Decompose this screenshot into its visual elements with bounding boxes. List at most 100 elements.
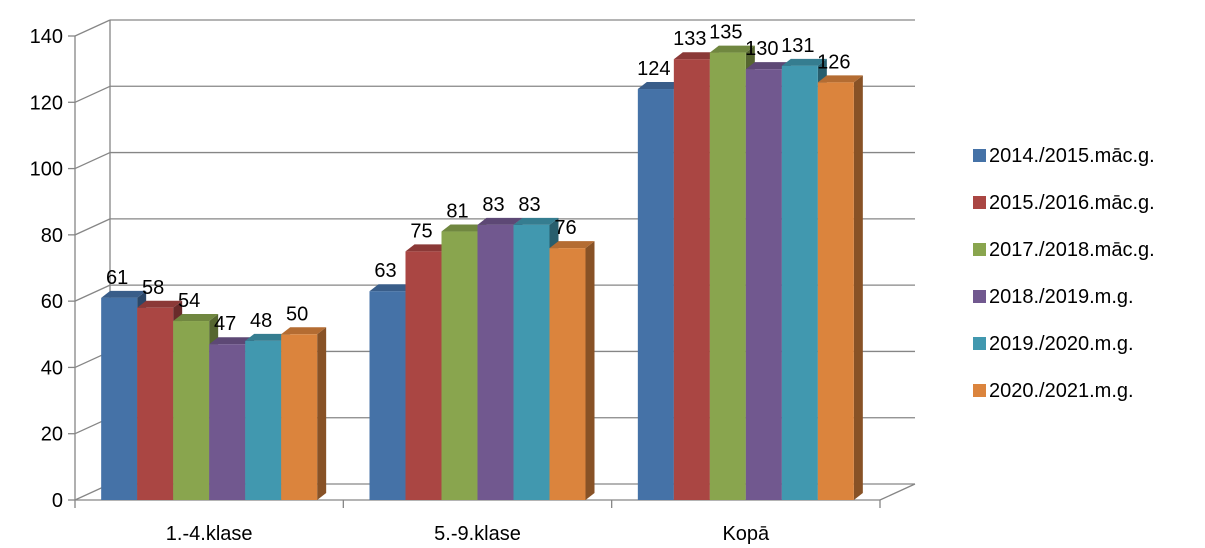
axes: 0 20 40 60 80 100 120 140 1.-4.klase 5.-9.klase Ko… (30, 26, 881, 545)
y-tick-label: 0 (52, 490, 63, 512)
legend-swatch (973, 149, 986, 162)
bar-top (281, 327, 327, 335)
bar-top (441, 224, 487, 232)
legend-swatch (973, 290, 986, 303)
x-category-label: 1.-4.klase (166, 523, 253, 545)
legend-label: 2015./2016.māc.g. (989, 192, 1155, 214)
data-label: 54 (178, 290, 200, 312)
bar-top (549, 241, 595, 249)
legend-swatch (973, 196, 986, 209)
bar-front (245, 340, 282, 500)
data-label: 58 (142, 277, 164, 299)
bar-top (245, 333, 291, 341)
bar-top (513, 217, 559, 225)
data-label: 63 (374, 260, 396, 282)
data-label: 83 (482, 194, 504, 216)
data-label: 83 (518, 194, 540, 216)
legend-item: 2019./2020.m.g. (973, 333, 1134, 355)
x-category-label: 5.-9.klase (434, 523, 521, 545)
bar-front (709, 52, 746, 500)
bar (281, 327, 327, 500)
bar-front (137, 307, 174, 500)
bar-front (637, 89, 674, 501)
bar-front (405, 251, 442, 500)
y-tick-label: 80 (41, 225, 63, 247)
bar-top (817, 75, 863, 83)
legend-item: 2017./2018.māc.g. (973, 239, 1155, 261)
legend-item: 2014./2015.māc.g. (973, 145, 1155, 167)
legend-label: 2014./2015.māc.g. (989, 145, 1155, 167)
legend-item: 2020./2021.m.g. (973, 380, 1134, 402)
legend-label: 2018./2019.m.g. (989, 286, 1134, 308)
bar-top (637, 82, 683, 90)
bar-front (817, 82, 854, 501)
bar-top (209, 337, 255, 345)
bar-top (137, 300, 183, 308)
bar-top (369, 284, 415, 292)
y-tick-label: 60 (41, 291, 63, 313)
bar-front (513, 224, 550, 500)
legend-swatch (973, 384, 986, 397)
bar-top (405, 244, 451, 252)
bar-top (673, 52, 719, 60)
data-label: 75 (410, 220, 432, 242)
y-tick-label: 100 (30, 159, 63, 181)
data-label: 76 (554, 217, 576, 239)
gridline-depth (74, 218, 111, 236)
gridline-depth (74, 284, 111, 302)
bars (101, 45, 863, 501)
legend-swatch (973, 243, 986, 256)
legend-label: 2020./2021.m.g. (989, 380, 1134, 402)
bar-side (317, 327, 327, 500)
data-label: 126 (817, 51, 850, 73)
y-tick-label: 40 (41, 357, 63, 379)
gridline-depth (74, 85, 111, 103)
bar-front (281, 334, 318, 500)
bar-side (853, 75, 863, 501)
data-label: 133 (673, 28, 706, 50)
bar-top (477, 217, 523, 225)
bar-side (585, 241, 595, 500)
data-label: 47 (214, 313, 236, 335)
legend-label: 2017./2018.māc.g. (989, 239, 1155, 261)
bar-top (781, 58, 827, 66)
bar-front (173, 321, 210, 500)
bar-top (745, 62, 791, 70)
gridline-depth (74, 151, 111, 170)
legend-swatch (973, 337, 986, 350)
data-label: 131 (781, 35, 814, 57)
bar-top (173, 314, 219, 322)
bar-top (709, 45, 755, 53)
data-label: 81 (446, 201, 468, 223)
bar-front (745, 69, 782, 501)
y-tick-label: 120 (30, 92, 63, 114)
bar-front (369, 291, 406, 500)
y-tick-label: 20 (41, 424, 63, 446)
gridline-depth (74, 19, 111, 37)
bar (817, 75, 863, 501)
x-category-label: Kopā (722, 523, 770, 545)
legend-label: 2019./2020.m.g. (989, 333, 1134, 355)
bar-front (441, 231, 478, 501)
legend: 2014./2015.māc.g. 2015./2016.māc.g. 2017./… (973, 145, 1155, 402)
bar-front (549, 248, 586, 500)
bar-front (477, 224, 514, 500)
bar (549, 241, 595, 500)
floor-edge (879, 483, 916, 501)
bar-front (209, 344, 246, 500)
data-label: 48 (250, 310, 272, 332)
data-label: 124 (637, 58, 670, 80)
bar-top (101, 290, 147, 298)
legend-item: 2015./2016.māc.g. (973, 192, 1155, 214)
bar-front (781, 65, 818, 500)
data-label: 130 (745, 38, 778, 60)
data-label: 61 (106, 267, 128, 289)
data-label: 135 (709, 22, 742, 44)
legend-item: 2018./2019.m.g. (973, 286, 1134, 308)
bar-front (673, 59, 710, 500)
bar-front (101, 297, 138, 500)
y-tick-label: 140 (30, 26, 63, 48)
